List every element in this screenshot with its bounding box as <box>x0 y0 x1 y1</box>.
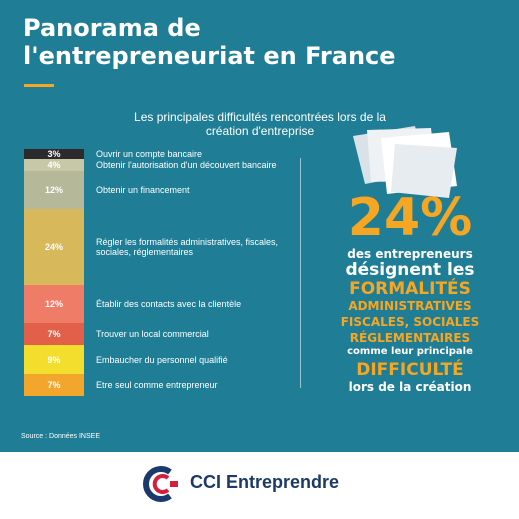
stat-line-5: FISCALES, SOCIALES <box>340 315 480 329</box>
bar-segment-label: Obtenir l'autorisation d'un découvert ba… <box>96 159 277 170</box>
infographic-panel: Panorama de l'entrepreneuriat en France … <box>0 0 519 452</box>
divider <box>300 158 301 388</box>
bar-segment: 7% <box>24 373 84 396</box>
bar-segment-label: Établir des contacts avec la clientèle <box>96 299 242 310</box>
subtitle-line-2: création d'entreprise <box>205 124 315 138</box>
bar-segment-label: Ouvrir un compte bancaire <box>96 149 203 159</box>
stat-value: 24% <box>347 188 473 248</box>
bar-segment-label: Trouver un local commercial <box>96 329 209 340</box>
bar-segment-label: Obtenir un financement <box>96 185 190 196</box>
source-note: Source : Données INSEE <box>21 433 100 440</box>
title-line-1: Panorama de <box>23 14 201 42</box>
bar-segment: 4% <box>24 158 84 172</box>
bar-segment: 9% <box>24 345 84 374</box>
stat-line-8: DIFFICULTÉ <box>356 360 464 380</box>
bar-segment: 3% <box>24 149 84 159</box>
bar-segment-label: Etre seul comme entrepreneur <box>96 379 218 390</box>
title-line-2: l'entrepreneuriat en France <box>23 42 396 70</box>
subtitle-line-1: Les principales difficultés rencontrées … <box>134 110 386 124</box>
bar-segment: 24% <box>24 209 84 286</box>
chart-subtitle: Les principales difficultés rencontrées … <box>90 110 430 138</box>
stat-line-7: comme leur principale <box>347 346 473 357</box>
stat-line-2: désignent les <box>345 260 475 280</box>
stat-line-9: lors de la création <box>348 380 472 394</box>
cci-logo: CCI Entreprendre <box>140 464 380 504</box>
bar-segment: 12% <box>24 285 84 324</box>
page-title: Panorama de l'entrepreneuriat en France <box>23 14 503 70</box>
stat-line-1: des entrepreneurs <box>347 247 473 261</box>
bar-segment-label: Régler les formalités administratives, f… <box>96 237 279 258</box>
brand-name: CCI Entreprendre <box>190 472 340 492</box>
stat-line-6: RÉGLEMENTAIRES <box>349 331 471 345</box>
bar-segment: 12% <box>24 171 84 210</box>
stat-line-4: ADMINISTRATIVES <box>348 299 472 313</box>
bar-segment-label: Embaucher du personnel qualifié <box>96 354 228 365</box>
bar-segment: 7% <box>24 323 84 346</box>
title-accent-bar <box>24 84 54 87</box>
documents-icon <box>353 126 457 198</box>
stat-line-3: FORMALITÉS <box>349 279 471 299</box>
cci-logo-icon <box>143 466 178 502</box>
